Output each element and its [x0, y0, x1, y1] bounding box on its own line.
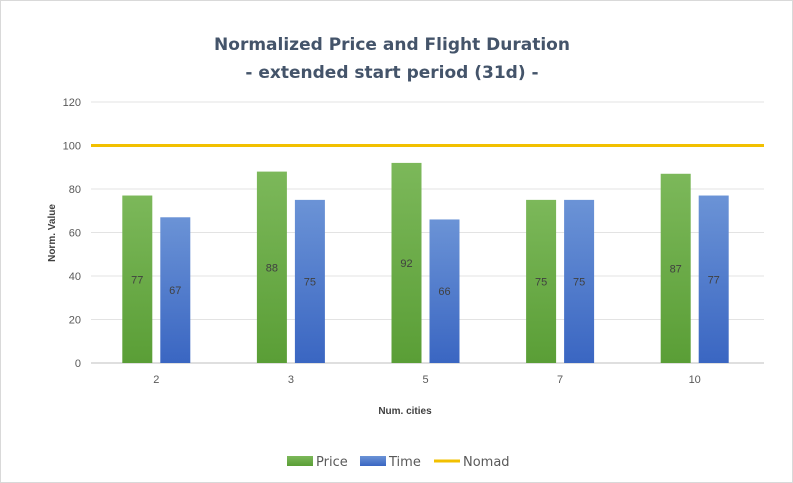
- chart-subtitle: - extended start period (31d) -: [245, 63, 538, 83]
- x-tick-label: 5: [422, 374, 428, 386]
- data-label-price: 87: [670, 263, 682, 275]
- y-tick-label: 60: [69, 228, 81, 240]
- data-label-price: 75: [535, 276, 547, 288]
- data-label-time: 75: [304, 276, 316, 288]
- bar-time: [294, 199, 325, 363]
- y-axis-label: Norm. Value: [47, 204, 58, 262]
- data-label-price: 88: [266, 262, 278, 274]
- legend-swatch-time: [360, 456, 386, 466]
- y-tick-label: 120: [63, 97, 81, 109]
- data-label-price: 77: [131, 274, 143, 286]
- x-axis-label: Num. cities: [378, 406, 432, 417]
- bar-price: [256, 171, 287, 363]
- y-tick-label: 0: [75, 358, 81, 370]
- legend-label-nomad: Nomad: [463, 455, 510, 470]
- bar-time: [160, 217, 191, 363]
- data-label-time: 75: [573, 276, 585, 288]
- legend-label-time: Time: [388, 455, 421, 470]
- data-label-time: 77: [708, 274, 720, 286]
- x-tick-label: 3: [288, 374, 294, 386]
- data-label-price: 92: [400, 258, 412, 270]
- bar-price: [526, 199, 557, 363]
- bar-time: [698, 195, 729, 363]
- y-tick-label: 40: [69, 271, 81, 283]
- x-tick-label: 7: [557, 374, 563, 386]
- x-tick-label: 10: [689, 374, 701, 386]
- bar-price: [391, 162, 422, 363]
- chart-title: Normalized Price and Flight Duration: [214, 35, 570, 55]
- data-label-time: 66: [438, 286, 450, 298]
- bar-price: [660, 173, 691, 363]
- y-tick-label: 100: [63, 141, 81, 153]
- y-tick-label: 20: [69, 315, 81, 327]
- bar-time: [564, 199, 595, 363]
- legend-swatch-price: [287, 456, 313, 466]
- legend-label-price: Price: [316, 455, 348, 470]
- bar-time: [429, 219, 460, 363]
- data-label-time: 67: [169, 285, 181, 297]
- x-tick-label: 2: [153, 374, 159, 386]
- bar-price: [122, 195, 153, 363]
- y-tick-label: 80: [69, 184, 81, 196]
